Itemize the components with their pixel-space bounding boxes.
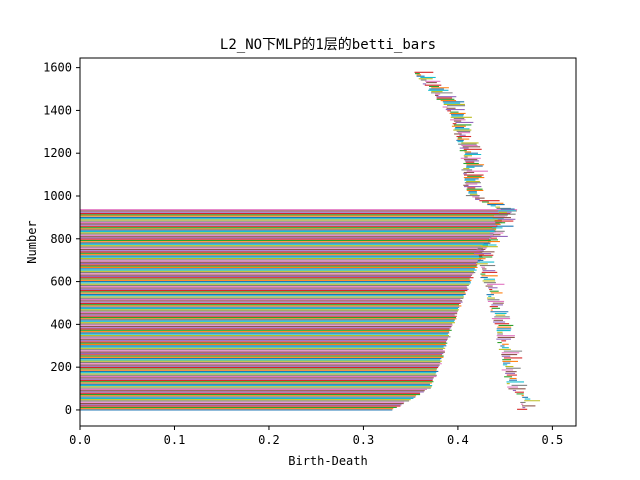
- chart-title: L2_NO下MLP的1层的betti_bars: [220, 37, 436, 53]
- x-tick-label: 0.2: [258, 433, 280, 447]
- x-tick-label: 0.5: [542, 433, 564, 447]
- x-tick-label: 0.3: [353, 433, 375, 447]
- y-tick-label: 200: [50, 360, 72, 374]
- y-tick-label: 1600: [43, 61, 72, 75]
- x-axis: 0.0 0.1 0.2 0.3 0.4 0.5: [69, 426, 563, 447]
- x-tick-label: 0.1: [164, 433, 186, 447]
- x-tick-label: 0.4: [447, 433, 469, 447]
- y-axis-label: Number: [25, 220, 39, 263]
- y-tick-label: 1200: [43, 146, 72, 160]
- plot-frame: [79, 57, 577, 427]
- y-tick-label: 1400: [43, 103, 72, 117]
- y-tick-label: 1000: [43, 189, 72, 203]
- y-axis: 0 200 400 600 800 1000 1200 1400 1600: [43, 61, 80, 417]
- y-tick-label: 600: [50, 275, 72, 289]
- bars-group: [80, 71, 541, 411]
- y-tick-label: 400: [50, 317, 72, 331]
- x-axis-label: Birth-Death: [288, 454, 367, 468]
- y-tick-label: 0: [65, 403, 72, 417]
- y-tick-label: 800: [50, 232, 72, 246]
- x-tick-label: 0.0: [69, 433, 91, 447]
